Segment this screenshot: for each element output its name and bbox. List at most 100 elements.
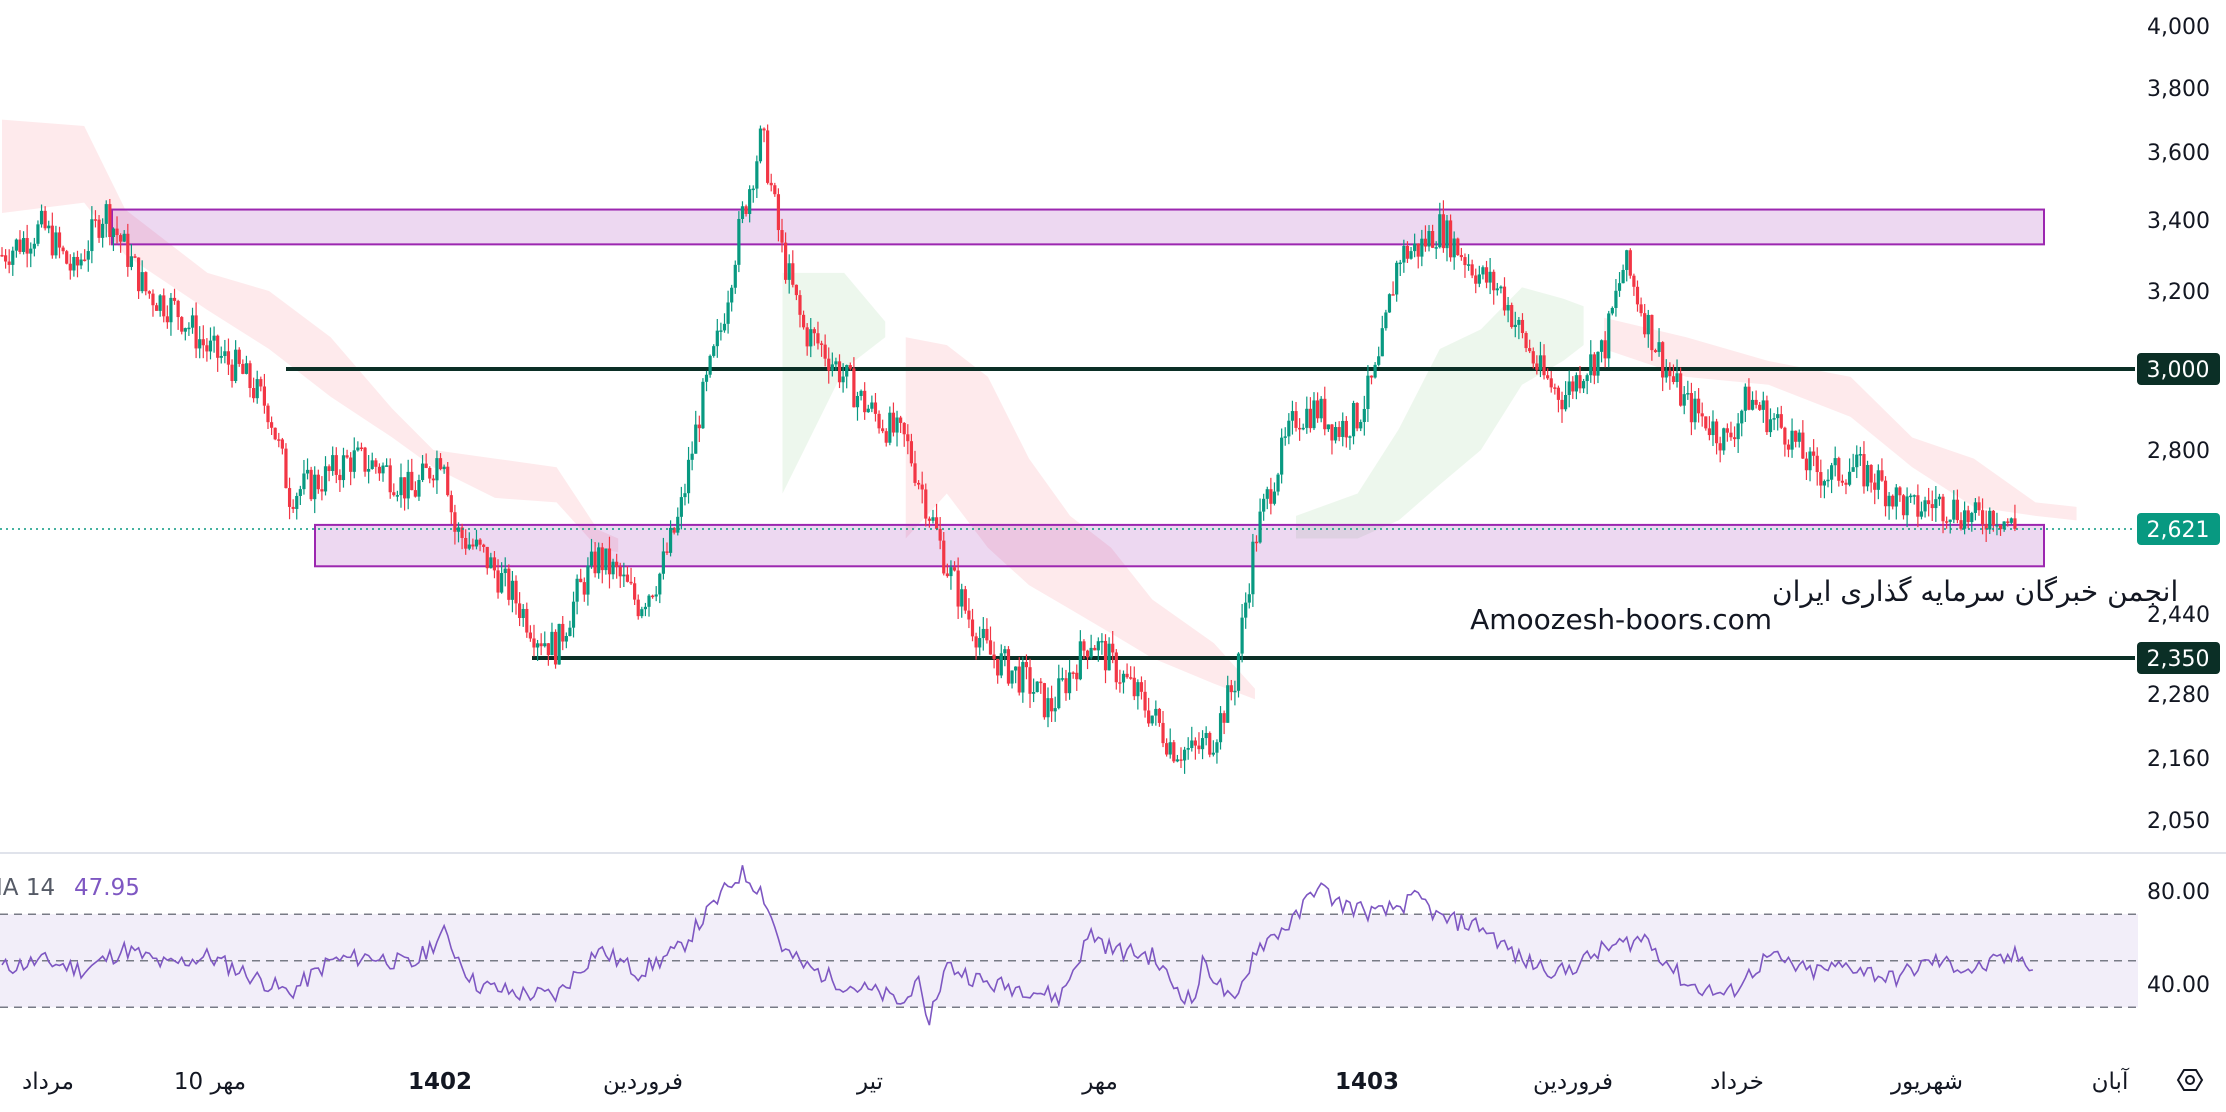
candle[interactable] [1071,671,1075,679]
candle[interactable] [1215,739,1219,764]
candle[interactable] [1851,453,1855,472]
candle[interactable] [1966,505,1970,529]
candle[interactable] [970,608,975,642]
candle[interactable] [1614,279,1618,317]
candle[interactable] [115,216,119,244]
candle[interactable] [1136,679,1140,710]
candle[interactable] [1661,341,1665,392]
candle[interactable] [151,289,155,317]
candle[interactable] [1319,396,1323,423]
rsi-line[interactable] [1,865,2034,1026]
candle[interactable] [1589,340,1593,383]
candle[interactable] [1697,388,1701,423]
candle[interactable] [503,557,507,587]
candle[interactable] [895,410,899,447]
candle[interactable] [744,204,748,217]
candle[interactable] [1305,396,1309,434]
candle[interactable] [1758,401,1762,411]
candle[interactable] [1085,649,1090,670]
candle[interactable] [1815,447,1819,486]
candle[interactable] [1161,711,1165,748]
candle[interactable] [1592,352,1596,385]
candle[interactable] [1495,282,1499,296]
candle[interactable] [1571,376,1575,399]
candle[interactable] [1801,420,1805,460]
candle[interactable] [1168,728,1172,759]
candle[interactable] [1405,241,1410,263]
rsi-pane[interactable] [0,865,2138,1026]
candle[interactable] [449,490,453,525]
candle[interactable] [773,182,777,197]
candle[interactable] [784,232,788,284]
candle[interactable] [758,125,763,164]
candle[interactable] [863,382,867,420]
candle[interactable] [1549,371,1553,393]
candle[interactable] [1923,496,1927,518]
candle[interactable] [1269,477,1273,515]
candle[interactable] [79,253,83,270]
candle[interactable] [1804,452,1809,480]
candle[interactable] [1596,351,1600,384]
candle[interactable] [845,364,849,389]
candle[interactable] [1934,486,1938,522]
candle[interactable] [277,432,281,448]
candle[interactable] [1254,535,1259,552]
candle[interactable] [906,424,910,455]
candle[interactable] [1014,666,1018,684]
candle[interactable] [776,188,781,242]
candle[interactable] [57,226,62,259]
candle[interactable] [1204,726,1208,746]
candle[interactable] [392,483,396,497]
candle[interactable] [952,561,957,572]
candle[interactable] [21,231,26,255]
candle[interactable] [1664,359,1668,383]
candle[interactable] [640,606,644,619]
candle[interactable] [1991,509,1995,532]
candle[interactable] [97,215,101,243]
candle[interactable] [960,583,964,618]
candle[interactable] [1916,484,1920,528]
candle[interactable] [154,302,159,311]
candle[interactable] [65,249,69,265]
candle[interactable] [180,316,184,335]
candle[interactable] [1423,225,1428,252]
candle[interactable] [996,658,1000,684]
candle[interactable] [162,288,166,323]
candle[interactable] [349,452,353,486]
candle[interactable] [500,562,504,594]
candle[interactable] [1290,400,1295,435]
candle[interactable] [740,201,745,224]
candle[interactable] [755,155,759,199]
candle[interactable] [1732,426,1737,448]
candle[interactable] [47,220,51,234]
candle[interactable] [1287,413,1291,445]
candle[interactable] [1891,494,1895,510]
candle[interactable] [830,352,834,377]
candle[interactable] [1096,637,1100,662]
candle[interactable] [352,437,356,479]
candle[interactable] [1826,469,1830,488]
candle[interactable] [1941,493,1945,534]
candle[interactable] [1276,472,1280,496]
candle[interactable] [341,447,346,488]
candle[interactable] [14,238,18,258]
candle[interactable] [1387,293,1392,313]
candle[interactable] [1333,421,1338,444]
candle[interactable] [1930,490,1934,521]
candle[interactable] [672,526,676,535]
candle[interactable] [1154,700,1158,726]
candle[interactable] [1524,331,1528,353]
candle[interactable] [410,458,414,491]
candle[interactable] [464,529,468,555]
zone-box[interactable] [111,208,2045,246]
candle[interactable] [1822,479,1827,499]
candle[interactable] [1855,445,1859,479]
candle[interactable] [1675,359,1679,388]
candle[interactable] [719,322,723,341]
candle[interactable] [988,626,993,655]
candle[interactable] [539,633,543,656]
candle[interactable] [1955,489,1960,524]
candle[interactable] [938,517,942,550]
candle[interactable] [140,260,144,294]
candle[interactable] [1880,458,1884,482]
